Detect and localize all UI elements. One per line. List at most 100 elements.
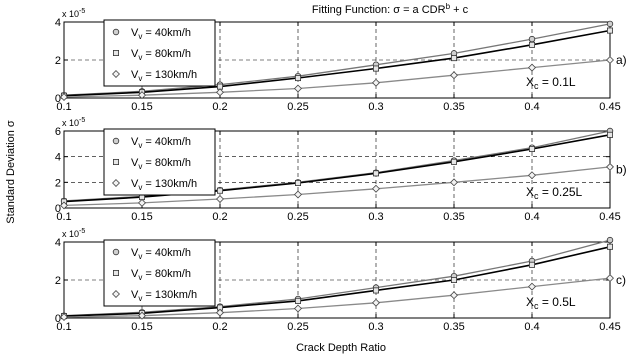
data-point	[60, 313, 68, 322]
y-scale-base: x 10	[62, 118, 79, 128]
annotation-sub: c	[534, 81, 539, 91]
x-tick-label: 0.35	[443, 211, 464, 223]
legend-entry-main: V	[131, 69, 139, 81]
y-tick-label: 6	[55, 126, 61, 138]
legend-entry-sub: v	[138, 183, 142, 192]
legend-marker-circle	[112, 248, 120, 256]
legend-entry: Vv = 40km/h	[131, 136, 191, 150]
series-line-3	[63, 59, 611, 98]
chart-panel-2: 0.1 0.15 0.2 0.25 0.3 0.35 0.4 0.45 0 2 4 6x 10-5 Vv…	[55, 117, 627, 223]
data-point	[450, 291, 458, 300]
legend-entry-tail: = 40km/h	[142, 136, 191, 148]
crack-location-annotation: Xc = 0.25L	[526, 185, 583, 201]
x-tick-label: 0.25	[287, 101, 308, 113]
x-axis-label: Crack Depth Ratio	[296, 342, 386, 354]
data-point	[528, 63, 536, 72]
series-line-2	[63, 246, 611, 317]
legend-marker-circle	[112, 137, 120, 145]
data-point	[294, 75, 301, 82]
y-tick-label: 4	[55, 152, 61, 164]
annotation-tail: = 0.1L	[539, 75, 576, 89]
annotation-tail: = 0.25L	[539, 185, 583, 199]
data-point	[607, 131, 614, 138]
data-point	[294, 190, 302, 199]
legend-entry-tail: = 130km/h	[142, 289, 197, 301]
x-tick-label: 0.15	[131, 101, 152, 113]
y-scale-exponent: -5	[79, 117, 85, 124]
legend-entry-tail: = 80km/h	[142, 157, 191, 169]
legend-entry-sub: v	[138, 294, 142, 303]
legend-entry-sub: v	[138, 252, 142, 261]
data-point	[606, 56, 614, 64]
legend-entry-tail: = 40km/h	[142, 247, 191, 259]
x-tick-label: 0.4	[524, 321, 539, 333]
annotation-sub: c	[534, 191, 539, 201]
y-scale-exponent: -5	[79, 228, 85, 235]
x-tick-label: 0.2	[212, 211, 227, 223]
legend-entry-main: V	[131, 48, 139, 60]
x-tick-label: 0.45	[599, 321, 620, 333]
data-point	[216, 195, 224, 203]
x-tick-label: 0.2	[212, 321, 227, 333]
data-point	[450, 158, 457, 165]
series-line-2	[63, 29, 611, 97]
x-tick-label: 0.25	[287, 321, 308, 333]
series-line-1	[63, 23, 611, 96]
legend-entry-main: V	[131, 27, 139, 39]
data-point	[529, 145, 536, 152]
legend-entry-main: V	[131, 157, 139, 169]
y-axis-label: Standard Deviation σ	[5, 120, 17, 224]
data-point	[528, 171, 536, 180]
legend-box	[103, 19, 216, 87]
figure-title: Fitting Function: σ = a CDRb + c	[312, 2, 469, 16]
data-point	[450, 178, 458, 187]
legend-marker-circle	[112, 28, 120, 36]
x-tick-label: 0.15	[131, 211, 152, 223]
y-tick-label: 2	[55, 275, 61, 287]
data-point	[216, 308, 224, 317]
data-point	[372, 78, 380, 87]
y-tick-label: 0	[55, 93, 61, 105]
y-scale-base: x 10	[62, 229, 79, 239]
legend-entry-sub: v	[138, 273, 142, 282]
x-tick-label: 0.45	[599, 101, 620, 113]
chart-panel-1: 0.1 0.15 0.2 0.25 0.3 0.35 0.4 0.45 0 2 4x 10-5 Vv …	[55, 8, 627, 113]
y-scale-factor: x 10-5	[62, 8, 85, 19]
y-scale-base: x 10	[62, 9, 79, 19]
x-tick-label: 0.35	[443, 321, 464, 333]
legend-entry-tail: = 80km/h	[142, 48, 191, 60]
panel-label: c)	[616, 273, 626, 287]
data-point	[372, 298, 380, 307]
y-scale-exponent: -5	[79, 8, 85, 15]
x-tick-label: 0.15	[131, 321, 152, 333]
y-tick-label: 0	[55, 313, 61, 325]
y-tick-label: 2	[55, 55, 61, 67]
data-point	[606, 20, 614, 28]
data-point	[372, 65, 379, 72]
legend-entry-tail: = 80km/h	[142, 268, 191, 280]
annotation-main: X	[526, 75, 534, 89]
data-point	[294, 84, 302, 93]
legend-entry: Vv = 80km/h	[131, 157, 191, 171]
data-point	[138, 311, 146, 320]
x-tick-label: 0.35	[443, 101, 464, 113]
series-line-3	[63, 277, 611, 318]
crack-location-annotation: Xc = 0.1L	[526, 75, 576, 91]
x-tick-label: 0.4	[524, 211, 539, 223]
legend-entry: Vv = 130km/h	[131, 69, 197, 83]
data-point	[216, 88, 224, 97]
x-tick-label: 0.25	[287, 211, 308, 223]
x-tick-label: 0.3	[368, 321, 383, 333]
data-point	[529, 41, 536, 48]
legend-entry: Vv = 40km/h	[131, 27, 191, 41]
annotation-main: X	[526, 185, 534, 199]
x-tick-label: 0.45	[599, 211, 620, 223]
data-point	[216, 187, 223, 194]
y-tick-label: 0	[55, 203, 61, 215]
legend-entry-sub: v	[138, 74, 142, 83]
legend-entry-main: V	[131, 289, 139, 301]
x-tick-label: 0.1	[56, 321, 71, 333]
legend-entry: Vv = 40km/h	[131, 247, 191, 261]
crack-location-annotation: Xc = 0.5L	[526, 295, 576, 311]
annotation-main: X	[526, 295, 534, 309]
